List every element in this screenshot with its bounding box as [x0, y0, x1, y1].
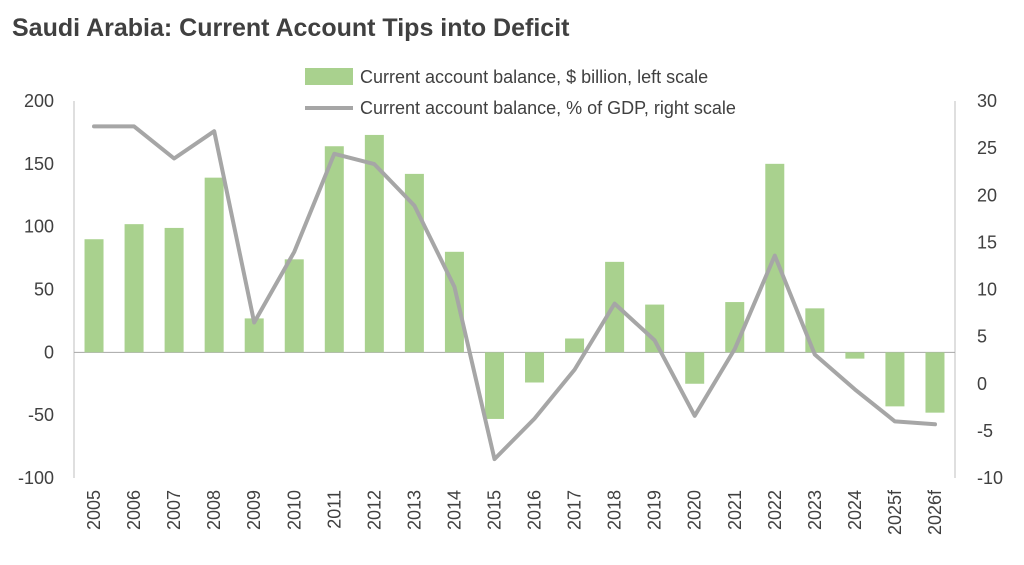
left-tick-label: 0	[44, 342, 54, 362]
right-tick-label: 30	[977, 91, 997, 111]
right-tick-label: -5	[977, 421, 993, 441]
x-tick-label: 2009	[244, 490, 264, 530]
line-series	[92, 124, 937, 462]
x-tick-label: 2008	[204, 490, 224, 530]
x-tick-label: 2015	[484, 490, 504, 530]
bar	[444, 251, 464, 353]
chart-title: Saudi Arabia: Current Account Tips into …	[12, 14, 570, 42]
bar	[364, 134, 384, 353]
bar	[685, 352, 705, 384]
x-tick-label: 2018	[605, 490, 625, 530]
bar	[885, 352, 905, 407]
x-tick-label: 2013	[404, 490, 424, 530]
bar	[204, 177, 224, 353]
right-tick-label: 25	[977, 138, 997, 158]
x-tick-label: 2011	[324, 490, 344, 529]
bar	[484, 352, 504, 419]
bar	[244, 318, 264, 353]
bar-series	[84, 134, 945, 419]
bar	[525, 352, 545, 383]
left-tick-label: 150	[24, 154, 54, 174]
x-tick-label: 2023	[805, 490, 825, 530]
x-tick-label: 2019	[645, 490, 665, 530]
left-tick-label: 50	[34, 280, 54, 300]
left-tick-label: 100	[24, 217, 54, 237]
bar	[845, 352, 865, 359]
axes-layer: 200150100500-50-100302520151050-5-102005…	[18, 91, 1003, 535]
right-tick-label: 10	[977, 280, 997, 300]
right-tick-label: -10	[977, 468, 1003, 488]
x-tick-label: 2020	[685, 490, 705, 530]
legend-line-label: Current account balance, % of GDP, right…	[360, 98, 736, 118]
bar	[124, 224, 144, 353]
x-tick-label: 2025f	[885, 489, 905, 535]
series-line	[92, 124, 937, 462]
right-tick-label: 15	[977, 232, 997, 252]
x-tick-label: 2016	[525, 490, 545, 530]
x-tick-label: 2012	[364, 490, 384, 530]
x-tick-label: 2006	[124, 490, 144, 530]
x-tick-label: 2017	[565, 490, 585, 530]
x-tick-label: 2021	[725, 490, 745, 530]
legend-bar-label: Current account balance, $ billion, left…	[360, 67, 708, 87]
right-tick-label: 0	[977, 374, 987, 394]
bar	[565, 338, 585, 353]
bar	[164, 227, 184, 353]
x-tick-label: 2024	[845, 490, 865, 530]
x-tick-label: 2022	[765, 490, 785, 530]
x-tick-label: 2026f	[925, 489, 945, 535]
right-tick-label: 20	[977, 185, 997, 205]
right-tick-label: 5	[977, 327, 987, 347]
x-tick-label: 2010	[284, 490, 304, 530]
bar	[284, 259, 304, 353]
legend-bar-swatch	[305, 68, 353, 85]
left-tick-label: -50	[28, 405, 54, 425]
bar	[84, 239, 104, 353]
x-tick-label: 2014	[444, 490, 464, 530]
x-tick-label: 2005	[84, 490, 104, 530]
left-tick-label: 200	[24, 91, 54, 111]
x-tick-label: 2007	[164, 490, 184, 530]
bar	[925, 352, 945, 413]
left-tick-label: -100	[18, 468, 54, 488]
legend: Current account balance, $ billion, left…	[305, 67, 736, 118]
bar	[645, 304, 665, 353]
bar	[805, 308, 825, 353]
bar	[324, 146, 344, 353]
